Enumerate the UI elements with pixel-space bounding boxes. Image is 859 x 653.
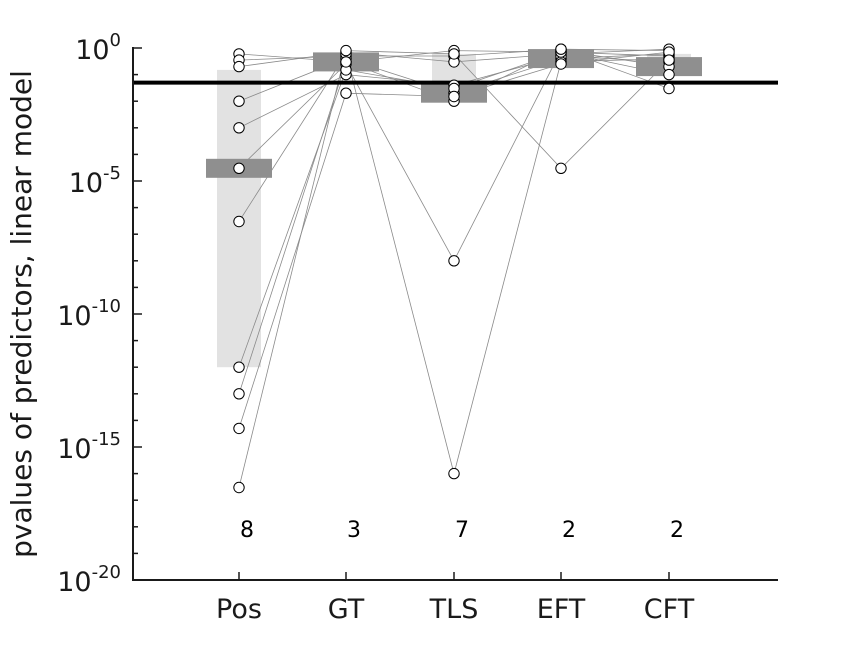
data-point <box>233 122 245 134</box>
data-point <box>233 388 245 400</box>
subject-line <box>238 50 670 488</box>
x-tick-label-gt: GT <box>328 594 365 625</box>
y-axis-label: pvalues of predictors, linear model <box>5 70 38 558</box>
data-point <box>340 44 352 57</box>
data-point <box>448 90 460 103</box>
y-tick-label: 100 <box>75 30 121 66</box>
x-tick-label-eft: EFT <box>537 594 586 625</box>
data-point <box>663 68 675 81</box>
count-label-cft: 2 <box>670 518 684 543</box>
data-point <box>555 162 567 175</box>
count-label-pos: 8 <box>240 518 254 543</box>
data-point <box>448 467 460 480</box>
y-tick-labels: 100 10-5 10-10 10-15 10-20 <box>57 30 121 598</box>
data-point <box>448 48 460 60</box>
count-labels: 8 3 7 2 2 <box>240 518 684 543</box>
data-point <box>448 255 460 267</box>
data-point <box>233 481 245 494</box>
count-label-gt: 3 <box>347 518 361 543</box>
data-point <box>555 43 567 55</box>
subject-line <box>238 51 670 429</box>
count-label-tls: 7 <box>455 518 469 543</box>
y-tick-label: 10-15 <box>57 429 121 465</box>
y-tick-label: 10-20 <box>57 562 121 598</box>
y-tick-label: 10-5 <box>69 163 121 199</box>
data-point <box>663 82 675 95</box>
data-point <box>233 422 245 435</box>
y-tick-label: 10-10 <box>57 296 121 332</box>
data-point <box>340 87 352 99</box>
x-tick-label-pos: Pos <box>216 594 262 625</box>
data-point <box>233 215 245 228</box>
data-point <box>663 54 675 66</box>
x-tick-labels: Pos GT TLS EFT CFT <box>216 594 695 625</box>
axes <box>132 47 778 581</box>
data-point <box>233 60 245 73</box>
x-tick-label-tls: TLS <box>429 594 479 625</box>
data-point <box>233 361 245 373</box>
data-point <box>233 162 245 175</box>
subject-lines <box>238 48 670 488</box>
count-label-eft: 2 <box>562 518 576 543</box>
data-point <box>340 56 352 68</box>
y-axis-ticks <box>133 47 670 581</box>
data-point <box>233 95 245 107</box>
data-point <box>555 58 567 70</box>
subject-points <box>233 43 675 494</box>
x-tick-label-cft: CFT <box>644 594 695 625</box>
